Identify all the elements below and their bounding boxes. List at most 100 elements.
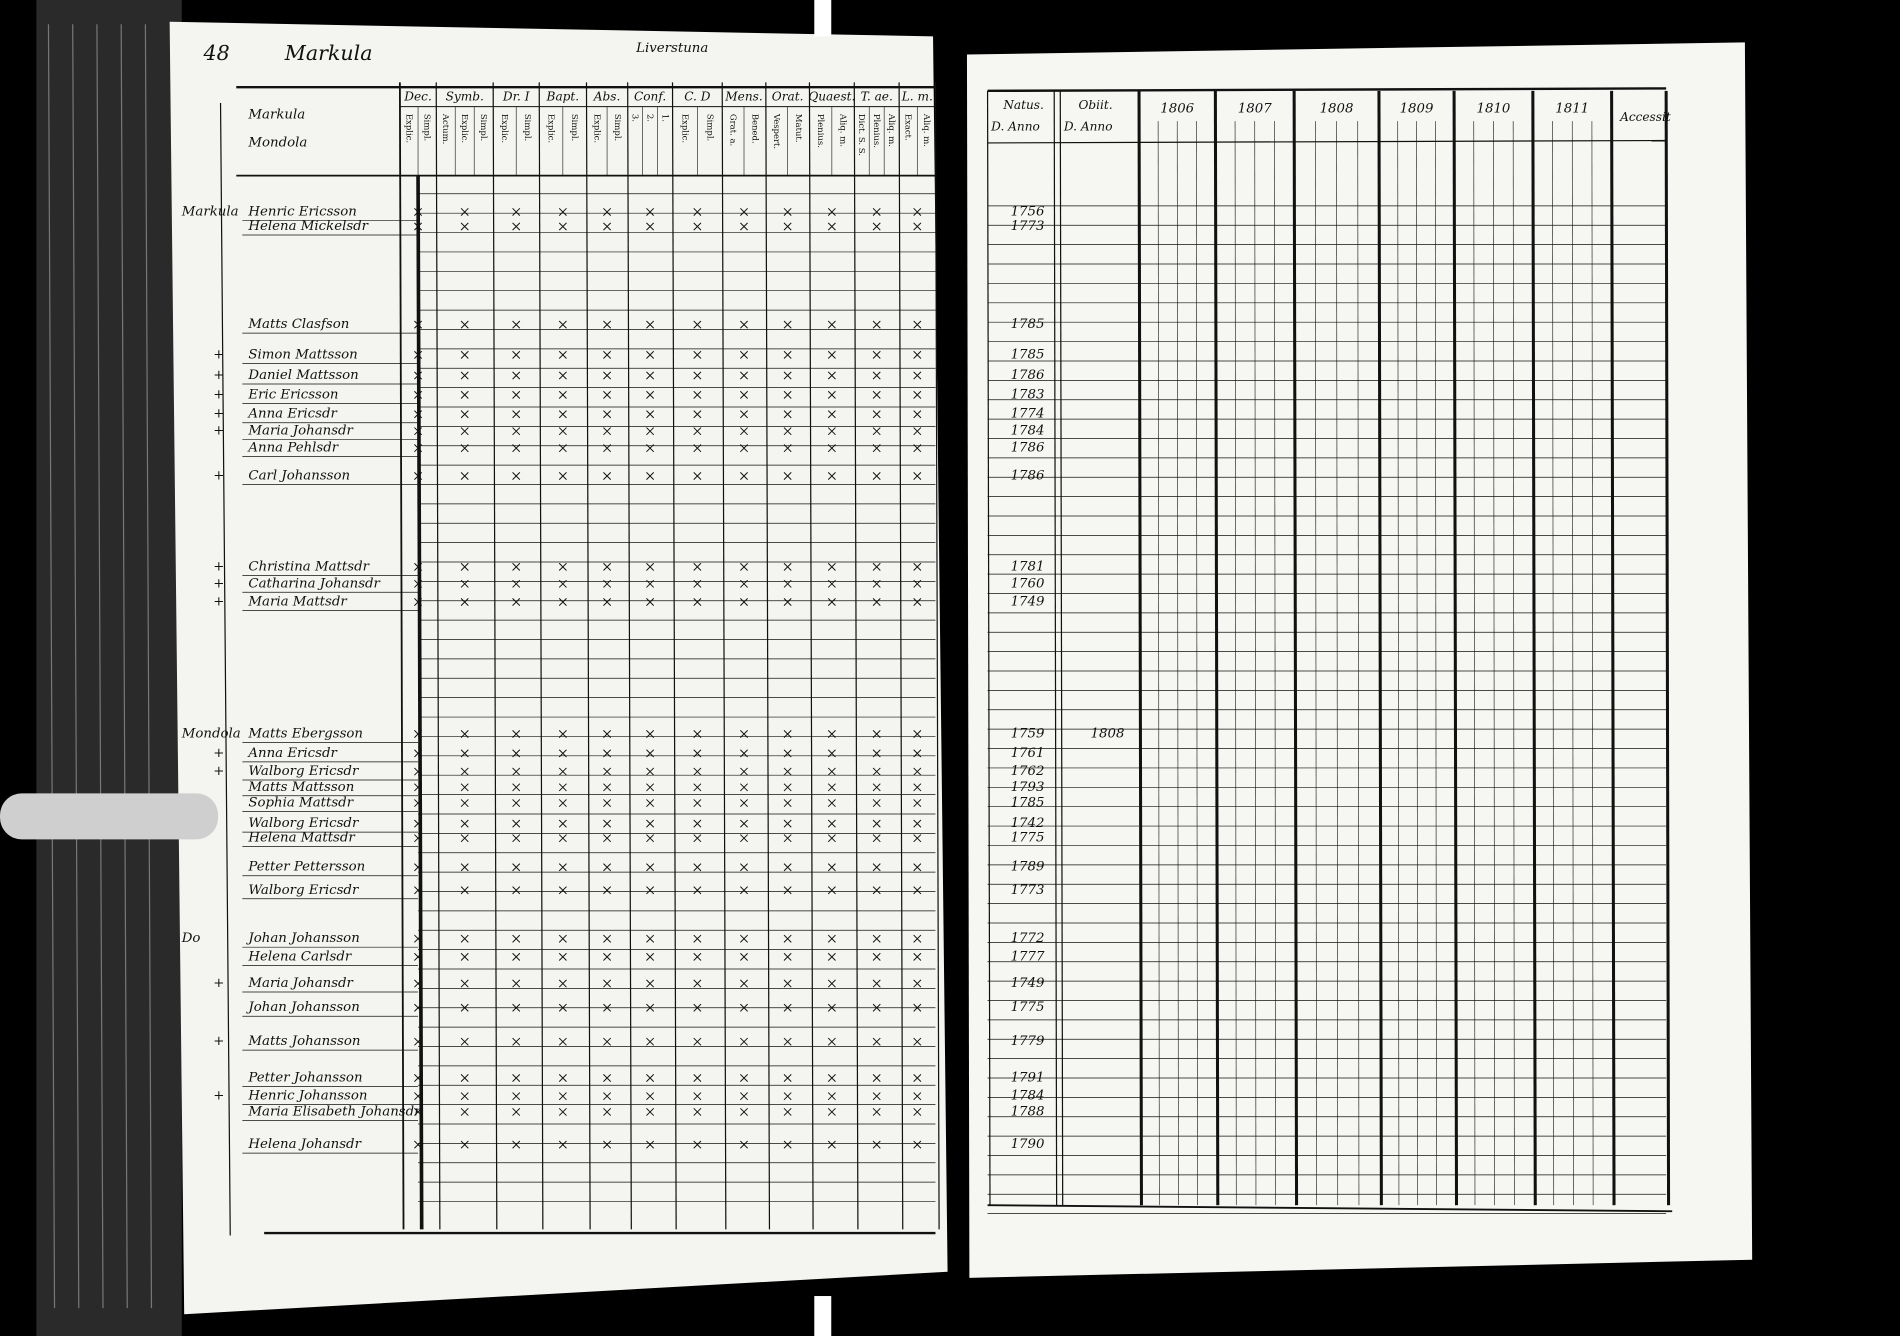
check-mark [913,1074,922,1082]
check-mark [460,1140,469,1149]
column-subheader: Vespert. [772,113,782,149]
deceased-mark: + [213,559,224,574]
check-mark [414,390,423,399]
column-header: Abs. [593,89,621,103]
check-mark [872,1074,881,1082]
check-mark [872,834,881,843]
check-mark [460,350,469,359]
check-mark [603,1092,612,1101]
row-header: Mondola [247,135,307,150]
column-subheader: Aliq. m. [922,113,932,147]
person-name: Anna Ericsdr [246,407,338,422]
check-mark [827,562,836,571]
check-mark [558,767,567,776]
check-mark [827,320,836,329]
check-mark [414,819,423,828]
rule [987,87,1667,93]
check-mark [827,427,836,436]
check-mark [646,979,655,988]
check-mark [603,579,612,588]
birth-year: 1761 [1011,746,1045,761]
column-subheader: Explic. [404,114,414,143]
binding-mark [814,1296,832,1336]
column-subheader: Simpl. [479,114,489,141]
check-mark [558,207,567,216]
check-mark [414,350,423,359]
person-name: Matts Mattsson [247,780,354,795]
natus-header: Natus. [1002,98,1044,112]
check-mark [693,371,702,380]
check-mark [913,410,922,419]
birth-year: 1742 [1011,816,1045,831]
check-mark [783,562,792,571]
check-mark [740,1107,748,1116]
check-mark [460,444,469,453]
check-mark [414,749,423,758]
check-mark [783,730,792,738]
check-mark [872,1107,881,1116]
column-header: Dec. [403,89,432,103]
check-mark [512,320,521,329]
check-mark [740,427,748,436]
check-mark [646,598,655,606]
column-rule [721,82,727,1230]
check-mark [512,598,521,606]
check-mark [512,390,521,399]
check-mark [783,952,792,961]
column-subheader: Simpl. [523,114,533,141]
check-mark [783,834,792,843]
check-mark [414,562,423,571]
check-mark [913,834,922,843]
check-mark [740,207,748,216]
check-mark [913,579,922,588]
check-mark [872,799,881,808]
person-name: Catharina Johansdr [248,576,381,591]
check-mark [913,863,922,872]
check-mark [827,1107,836,1116]
column-rule [765,82,771,1230]
check-mark [872,444,881,453]
check-mark [603,767,612,776]
deceased-mark: + [213,469,224,484]
check-mark [460,1092,469,1101]
column-subheader: Exact. [904,114,914,141]
check-mark [693,799,702,808]
check-mark [558,1074,567,1082]
birth-year: 1784 [1011,424,1045,439]
check-mark [872,1140,881,1149]
column-subheader: Plenius. [816,114,826,148]
check-mark [783,371,792,380]
check-mark [827,767,836,776]
check-mark [558,320,567,329]
check-mark [783,819,792,828]
column-subheader: Matut. [794,114,804,143]
check-mark [872,562,881,571]
column-subheader: Grat. a. [729,114,739,146]
check-mark [872,952,881,961]
left-page [169,21,948,1315]
check-mark [646,799,655,808]
check-mark [693,819,702,828]
birth-year: 1773 [1011,219,1045,234]
check-mark [603,598,612,606]
person-name: Daniel Mattsson [247,368,358,383]
rule [987,1204,1673,1213]
column-rule [808,82,814,1230]
check-mark [913,1003,922,1012]
check-mark [512,579,521,588]
parish-title: Liverstuna [635,41,708,56]
check-mark [414,886,423,895]
check-mark [460,390,469,399]
check-mark [460,979,469,988]
check-mark [512,1074,521,1082]
deceased-mark: + [213,368,224,383]
check-mark [693,350,702,359]
birth-year: 1788 [1011,1104,1045,1119]
deceased-mark: + [213,1034,224,1049]
column-rule [1053,90,1058,1206]
check-mark [827,390,836,399]
check-mark [783,427,792,436]
column-subheader: Explic. [547,114,557,143]
check-mark [913,886,922,895]
check-mark [827,1003,836,1012]
